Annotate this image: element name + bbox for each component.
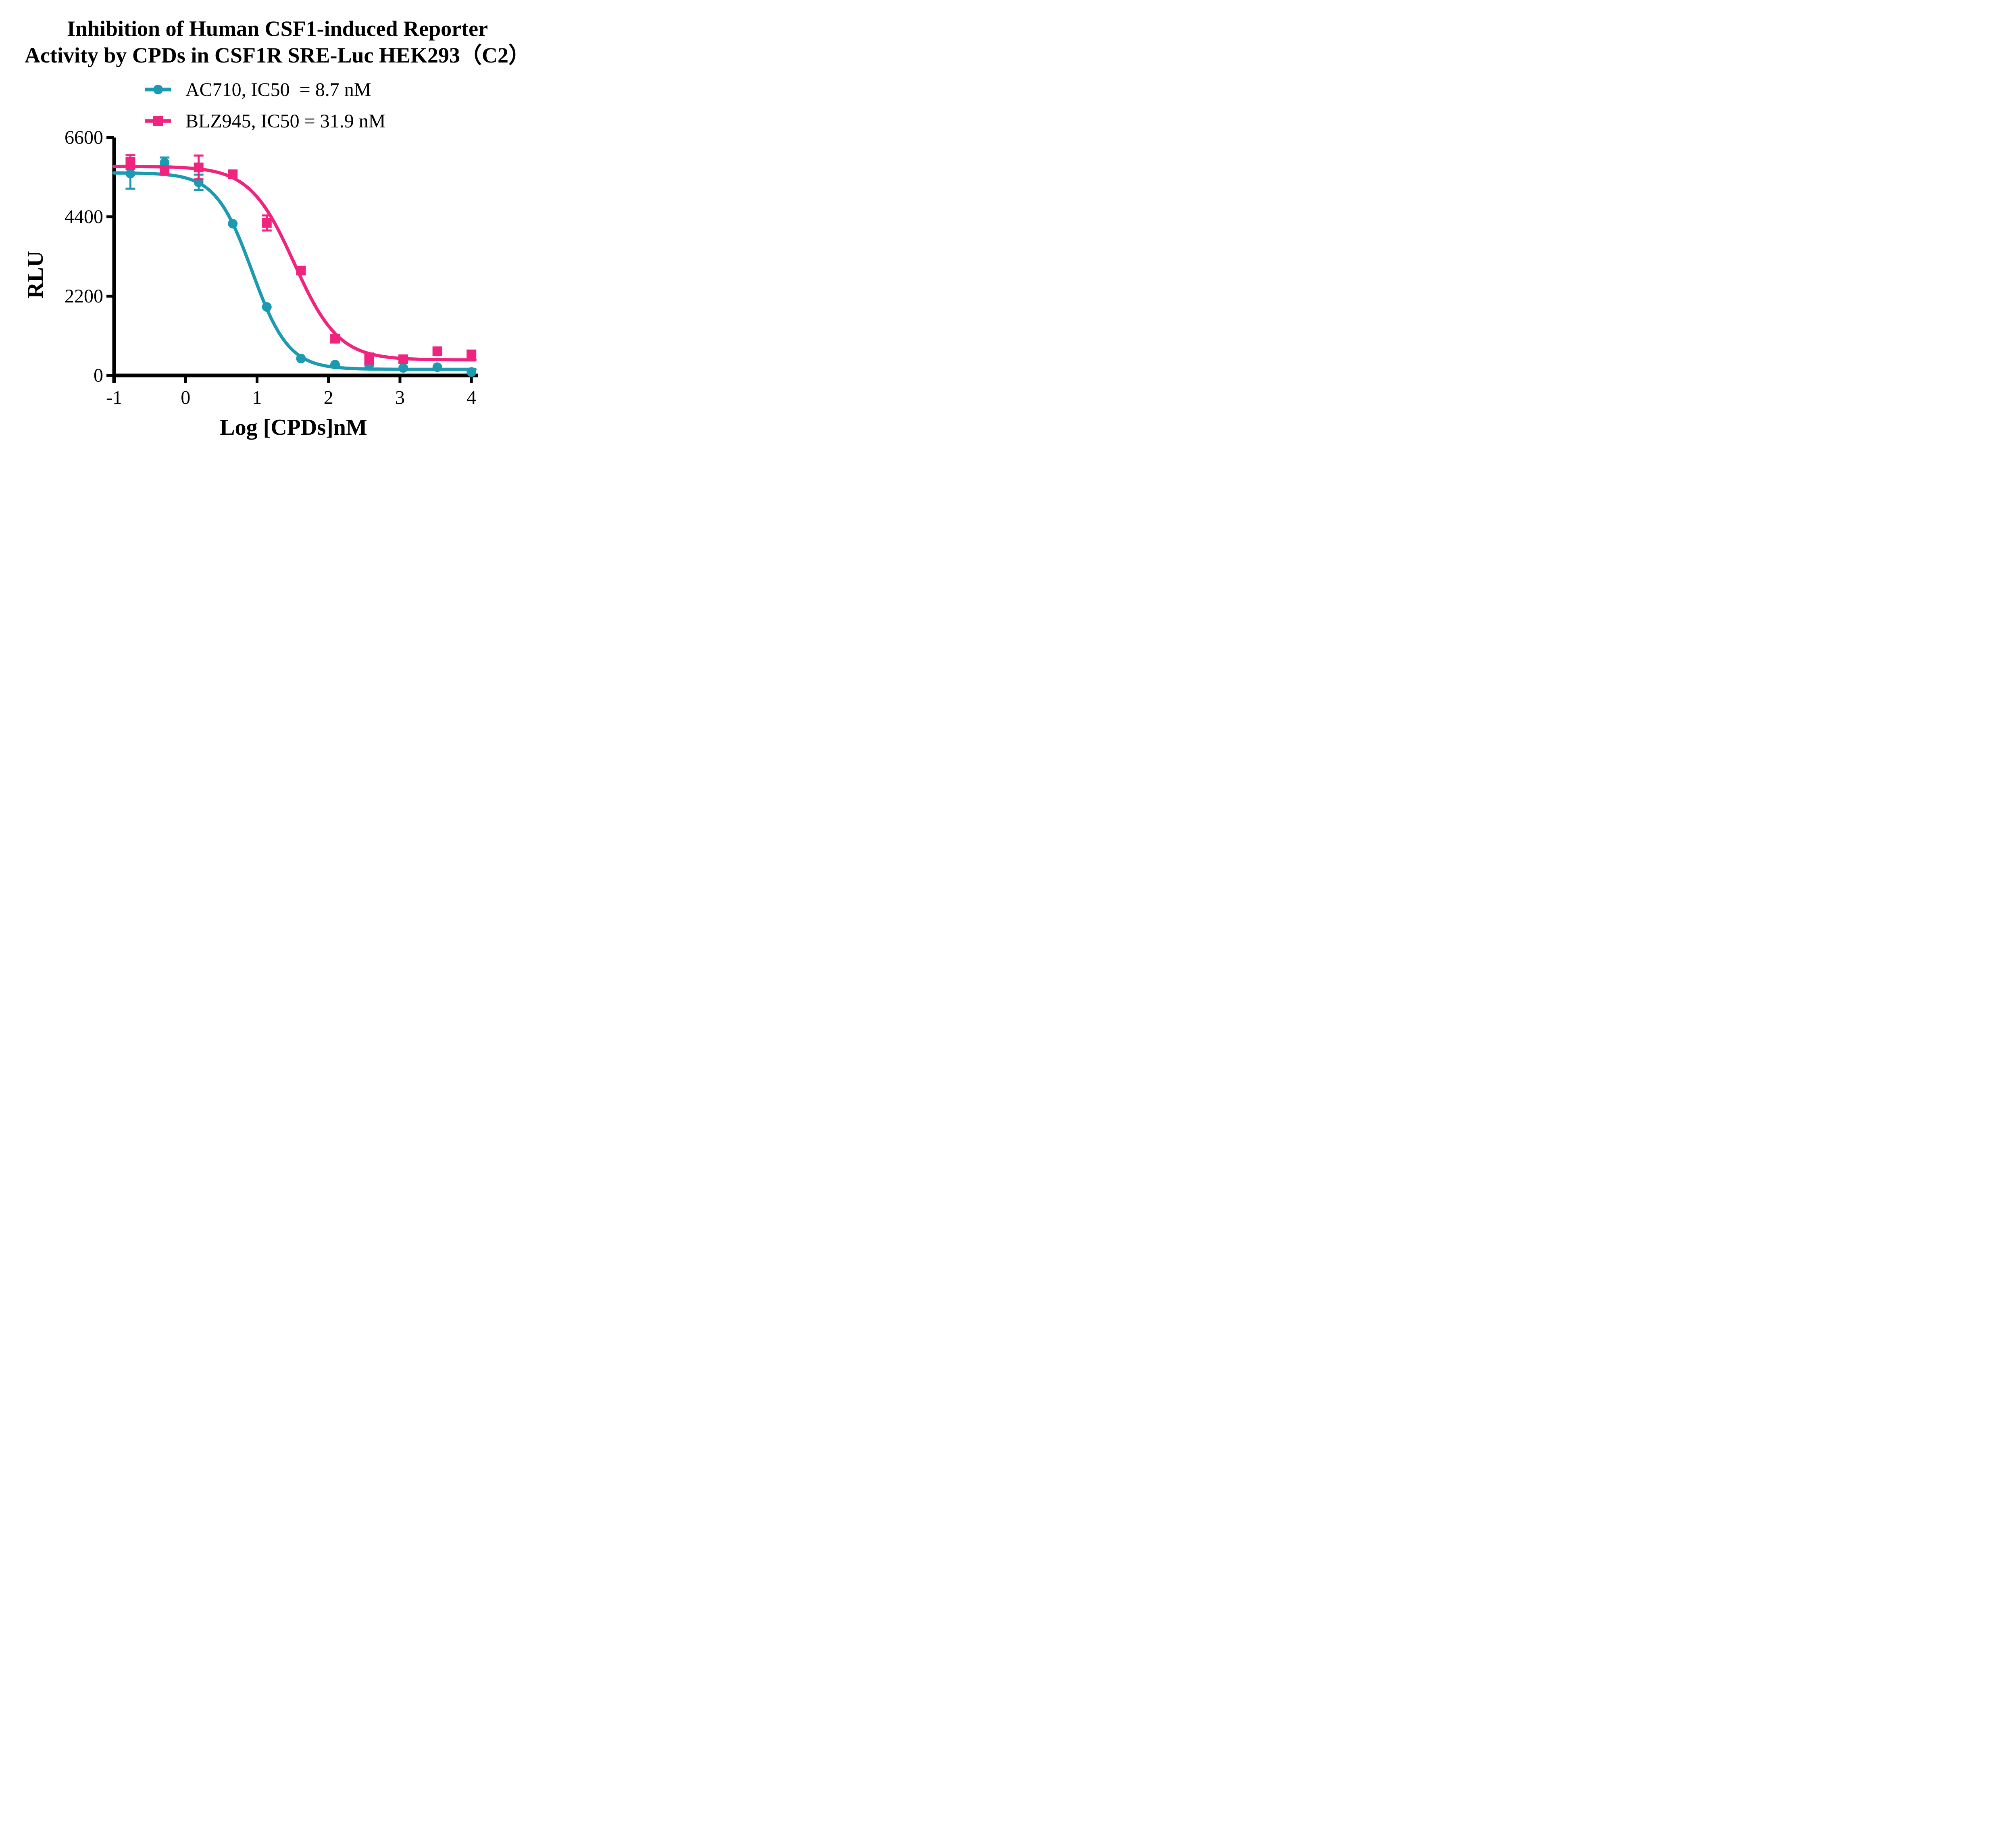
data-point-blz945 — [194, 163, 204, 173]
data-point-ac710 — [432, 362, 442, 372]
data-point-blz945 — [125, 157, 135, 167]
x-tick-label: 0 — [181, 387, 190, 409]
data-point-ac710 — [160, 158, 170, 168]
x-tick-label: 1 — [252, 387, 262, 409]
ac710-circle-marker-icon — [145, 85, 171, 94]
x-tick-label: 3 — [395, 387, 405, 409]
y-tick-label: 4400 — [65, 206, 103, 227]
y-tick-label: 6600 — [65, 127, 103, 148]
legend-label-blz945: BLZ945, IC50 = 31.9 nM — [185, 110, 386, 132]
blz945-square-marker-icon — [145, 116, 171, 126]
y-tick-label: 2200 — [65, 286, 103, 307]
y-axis-title: RLU — [23, 251, 48, 298]
data-point-blz945 — [296, 265, 306, 275]
data-point-blz945 — [398, 354, 408, 364]
data-point-ac710 — [228, 219, 238, 229]
chart-title: Inhibition of Human CSF1-induced Reporte… — [0, 15, 555, 69]
data-point-blz945 — [467, 349, 477, 359]
legend-item-ac710: AC710, IC50 = 8.7 nM — [145, 74, 385, 105]
data-point-blz945 — [364, 353, 374, 363]
data-point-ac710 — [125, 169, 135, 179]
legend-item-blz945: BLZ945, IC50 = 31.9 nM — [145, 105, 385, 137]
fit-curve-ac710 — [112, 171, 477, 371]
x-axis-title: Log [CPDs]nM — [220, 415, 367, 440]
legend: AC710, IC50 = 8.7 nM BLZ945, IC50 = 31.9… — [145, 74, 385, 137]
y-tick-label: 0 — [94, 365, 103, 386]
data-point-ac710 — [467, 367, 477, 377]
data-point-ac710 — [398, 363, 408, 373]
data-point-blz945 — [432, 346, 442, 356]
chart-title-line1: Inhibition of Human CSF1-induced Reporte… — [67, 17, 488, 41]
chart-page: Inhibition of Human CSF1-induced Reporte… — [0, 0, 555, 456]
legend-label-ac710: AC710, IC50 = 8.7 nM — [185, 79, 371, 100]
data-point-blz945 — [160, 166, 170, 176]
x-tick-label: 2 — [324, 387, 333, 409]
x-tick-label: 4 — [467, 387, 476, 409]
x-tick-label: -1 — [106, 387, 122, 409]
fit-curve-blz945 — [112, 165, 477, 362]
chart-title-line2: Activity by CPDs in CSF1R SRE-Luc HEK293… — [24, 43, 531, 67]
data-point-ac710 — [262, 302, 272, 312]
data-point-blz945 — [330, 334, 340, 344]
data-point-blz945 — [228, 169, 238, 179]
data-point-ac710 — [330, 360, 340, 370]
data-point-ac710 — [296, 353, 306, 363]
data-point-blz945 — [262, 218, 272, 228]
